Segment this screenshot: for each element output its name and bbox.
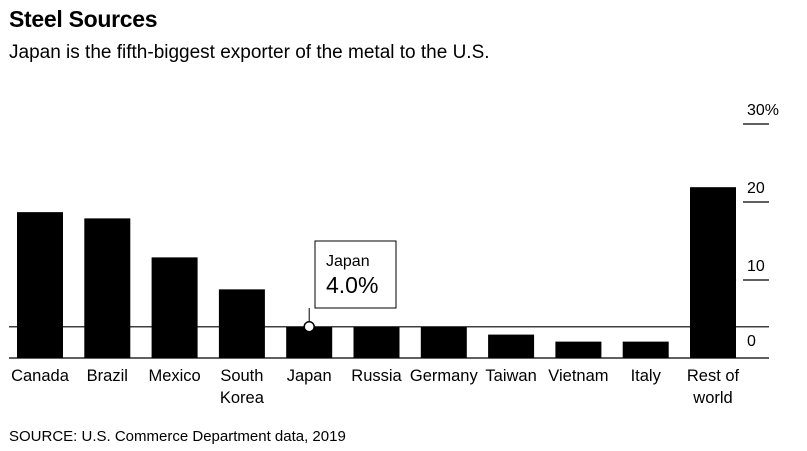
annotation-marker bbox=[303, 321, 315, 333]
category-label: Canada bbox=[11, 367, 70, 385]
category-label: South bbox=[220, 367, 263, 385]
annotation-value: 4.0% bbox=[326, 272, 378, 298]
source-note: SOURCE: U.S. Commerce Department data, 2… bbox=[9, 428, 346, 445]
category-label: Rest of bbox=[687, 367, 740, 385]
chart-title: Steel Sources bbox=[9, 6, 158, 32]
y-tick-label: 10 bbox=[747, 258, 765, 275]
category-label: Korea bbox=[220, 389, 265, 407]
bar bbox=[84, 218, 131, 358]
bar bbox=[420, 326, 467, 358]
chart-subtitle: Japan is the fifth-biggest exporter of t… bbox=[9, 42, 490, 63]
category-label: Russia bbox=[351, 367, 402, 385]
bar bbox=[17, 212, 63, 358]
category-label: Taiwan bbox=[485, 367, 536, 385]
bar bbox=[488, 334, 535, 358]
category-label: Vietnam bbox=[548, 367, 608, 385]
bar bbox=[622, 341, 669, 358]
category-label: Mexico bbox=[148, 367, 200, 385]
category-label: Japan bbox=[287, 367, 332, 385]
category-label: Germany bbox=[410, 367, 479, 385]
annotation-label: Japan bbox=[326, 253, 370, 270]
bar bbox=[353, 326, 400, 358]
category-label: Italy bbox=[631, 367, 662, 385]
bar bbox=[218, 289, 265, 358]
y-tick-label: 0 bbox=[747, 333, 756, 350]
bar bbox=[690, 187, 736, 358]
y-tick-label: 20 bbox=[747, 180, 765, 197]
bar bbox=[151, 257, 198, 358]
bar bbox=[555, 341, 602, 358]
annotation-box bbox=[314, 240, 397, 309]
y-tick-label: 30% bbox=[747, 102, 779, 119]
category-label: Brazil bbox=[87, 367, 128, 385]
category-label: world bbox=[692, 389, 732, 407]
